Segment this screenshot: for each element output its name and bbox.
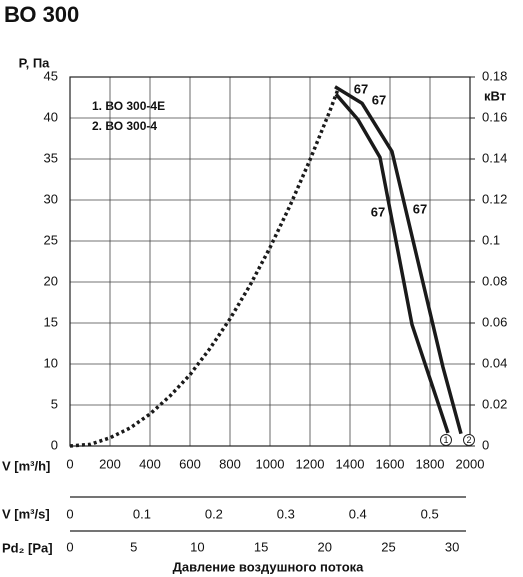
y2-tick-label: 0.14 bbox=[482, 150, 507, 165]
x-tick-label: 1400 bbox=[336, 456, 365, 471]
secondary-tick-label: 15 bbox=[254, 539, 268, 554]
secondary-tick-label: 5 bbox=[130, 539, 137, 554]
x-tick-label: 400 bbox=[139, 456, 161, 471]
y-tick-label: 40 bbox=[44, 109, 58, 124]
y2-tick-label: 0.08 bbox=[482, 273, 507, 288]
y-tick-label: 5 bbox=[51, 396, 58, 411]
annotation: 67 bbox=[371, 204, 385, 219]
secondary-tick-label: 10 bbox=[190, 539, 204, 554]
y2-tick-label: 0.18 bbox=[482, 68, 507, 83]
y-tick-label: 25 bbox=[44, 232, 58, 247]
y2-tick-label: 0.04 bbox=[482, 355, 507, 370]
x-tick-label: 1200 bbox=[296, 456, 325, 471]
x-tick-label: 1600 bbox=[376, 456, 405, 471]
annotation: 67 bbox=[372, 92, 386, 107]
y-tick-label: 20 bbox=[44, 273, 58, 288]
x-tick-label: 800 bbox=[219, 456, 241, 471]
end-marker bbox=[463, 434, 475, 446]
x-tick-label: 600 bbox=[179, 456, 201, 471]
y2-tick-label: 0.1 bbox=[482, 232, 500, 247]
y-tick-label: 30 bbox=[44, 191, 58, 206]
x-axis-label: V [m³/h] bbox=[2, 458, 50, 473]
x-tick-label: 200 bbox=[99, 456, 121, 471]
secondary-tick-label: 0.4 bbox=[349, 506, 367, 521]
secondary-tick-label: 25 bbox=[381, 539, 395, 554]
y2-tick-label: 0 bbox=[482, 437, 489, 452]
y-tick-label: 15 bbox=[44, 314, 58, 329]
secondary-tick-label: 0.1 bbox=[133, 506, 151, 521]
secondary-tick-label: 0.3 bbox=[277, 506, 295, 521]
x-tick-label: 1800 bbox=[416, 456, 445, 471]
y-tick-label: 0 bbox=[51, 437, 58, 452]
y2-axis-label: кВт bbox=[484, 88, 506, 103]
y2-tick-label: 0.12 bbox=[482, 191, 507, 206]
fan-curve bbox=[334, 93, 450, 434]
end-label: 2 bbox=[466, 435, 471, 445]
secondary-tick-label: 0.5 bbox=[421, 506, 439, 521]
y-axis-label: P, Па bbox=[19, 55, 51, 70]
end-marker bbox=[440, 434, 452, 446]
y2-tick-label: 0.02 bbox=[482, 396, 507, 411]
annotation: 67 bbox=[413, 201, 427, 216]
footer: Давление воздушного потока bbox=[173, 559, 365, 574]
y2-tick-label: 0.16 bbox=[482, 109, 507, 124]
system-curve bbox=[69, 88, 340, 448]
legend-entry: 1. ВО 300-4E bbox=[92, 99, 165, 113]
legend-entry: 2. ВО 300-4 bbox=[92, 119, 157, 133]
y-tick-label: 10 bbox=[44, 355, 58, 370]
secondary-tick-label: 30 bbox=[445, 539, 459, 554]
secondary-tick-label: 0 bbox=[66, 539, 73, 554]
x-tick-label: 1000 bbox=[256, 456, 285, 471]
secondary-tick-label: 20 bbox=[318, 539, 332, 554]
secondary-tick-label: 0.2 bbox=[205, 506, 223, 521]
y-tick-label: 35 bbox=[44, 150, 58, 165]
annotation: 67 bbox=[354, 81, 368, 96]
x-tick-label: 2000 bbox=[456, 456, 485, 471]
secondary-tick-label: 0 bbox=[66, 506, 73, 521]
fan-curve bbox=[334, 85, 463, 435]
chart-title: ВО 300 bbox=[4, 2, 79, 27]
plot-frame bbox=[69, 76, 471, 447]
y2-tick-label: 0.06 bbox=[482, 314, 507, 329]
y-tick-label: 45 bbox=[44, 68, 58, 83]
secondary-axis-label: Pd₂ [Pa] bbox=[2, 540, 53, 555]
x-tick-label: 0 bbox=[66, 456, 73, 471]
end-label: 1 bbox=[443, 435, 448, 445]
secondary-axis-label: V [m³/s] bbox=[2, 506, 50, 521]
